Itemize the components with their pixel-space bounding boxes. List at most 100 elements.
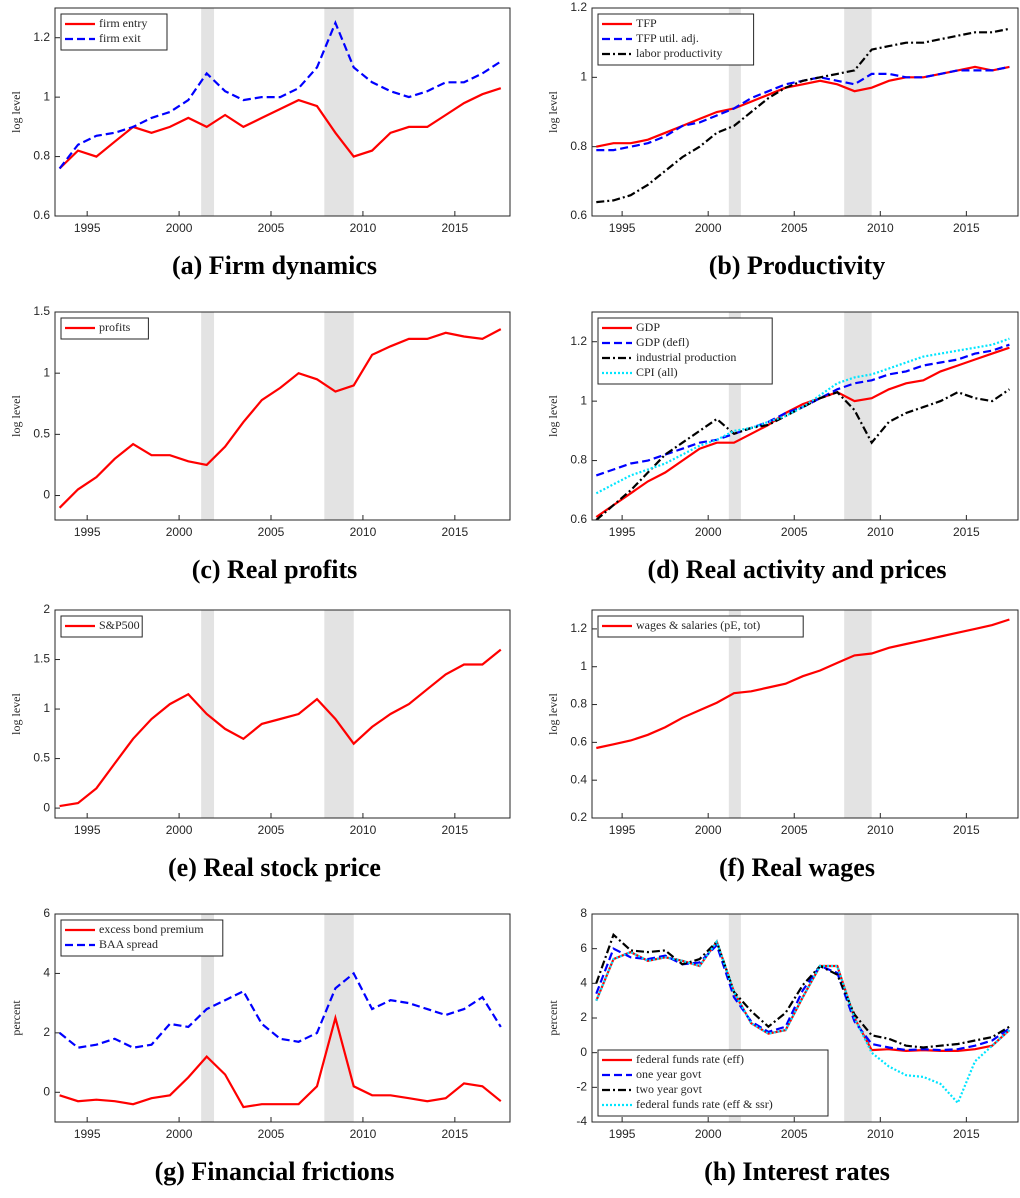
y-tick-label: 1.2 [570,0,587,14]
legend-box [60,13,168,51]
legend-label: S&P500 [99,618,140,632]
legend-label: firm entry [99,16,147,30]
caption: (e) Real stock price [168,853,381,882]
x-tick-label: 2000 [695,1127,722,1141]
y-tick-label: 4 [580,976,587,990]
legend-box [60,919,224,957]
y-tick-label: 0.8 [33,149,50,163]
x-tick-label: 2000 [166,823,193,837]
panel: 0 0.5 1 1.5 2 1995 2000 2005 2010 2015 log level S&… [9,602,511,882]
series-line [596,618,1010,750]
series-line [595,337,1010,495]
y-tick-label: 1.2 [570,621,587,635]
y-tick-label: 1 [43,701,50,715]
panel: 0 2 4 6 1995 2000 2005 2010 2015 percent excess bo… [9,906,511,1186]
y-tick-label: -2 [576,1080,587,1094]
legend-box [597,13,755,66]
panel: 0.6 0.8 1 1.2 1995 2000 2005 2010 2015 log level T… [546,0,1019,280]
y-tick-label: 1.2 [33,30,50,44]
legend-box [60,615,143,638]
x-tick-label: 2010 [867,823,894,837]
x-tick-label: 1995 [74,525,101,539]
caption: (b) Productivity [709,251,885,280]
legend-label: wages & salaries (pE, tot) [636,618,760,632]
y-axis-label: log level [546,693,560,735]
x-tick-label: 1995 [609,221,636,235]
y-tick-label: 1.5 [33,652,50,666]
panel: -4 -2 0 2 4 6 8 1995 2000 2005 2010 2015 percent fede… [546,906,1019,1186]
x-tick-label: 2005 [781,823,808,837]
series-line [595,388,1011,520]
x-tick-label: 2005 [781,221,808,235]
legend-box [60,317,149,340]
axes-box [54,913,511,1123]
legend-label: GDP [636,320,660,334]
x-tick-label: 1995 [609,1127,636,1141]
y-tick-label: 1.2 [570,334,587,348]
y-tick-label: 0.8 [570,697,587,711]
recession-band [324,914,354,1122]
series-line [58,20,502,170]
y-tick-label: 0 [43,488,50,502]
series-line [596,65,1010,152]
series-line [595,943,1011,1052]
x-tick-label: 2005 [258,221,285,235]
legend-label: federal funds rate (eff & ssr) [636,1097,773,1111]
series-line [58,971,502,1049]
caption: (g) Financial frictions [155,1157,395,1186]
caption: (d) Real activity and prices [648,555,947,584]
series-line [595,939,1011,1105]
y-tick-label: 1 [580,393,587,407]
x-tick-label: 1995 [74,1127,101,1141]
series-line [59,648,502,808]
series-line [58,328,502,509]
recession-band [324,312,354,520]
legend-label: two year govt [636,1082,703,1096]
y-tick-label: 0.8 [570,139,587,153]
y-tick-label: 0 [43,1084,50,1098]
y-tick-label: 0 [43,800,50,814]
y-tick-label: 2 [43,1025,50,1039]
x-tick-label: 2000 [166,1127,193,1141]
x-tick-label: 2010 [867,525,894,539]
axes-box [54,311,511,521]
axes-box [591,7,1019,217]
x-tick-label: 2015 [441,823,468,837]
axes-box [54,7,511,217]
recession-band [201,8,215,216]
legend-label: CPI (all) [636,365,678,379]
y-tick-label: 2 [580,1010,587,1024]
recession-band [201,312,215,520]
x-tick-label: 2005 [258,1127,285,1141]
legend-label: federal funds rate (eff) [636,1052,744,1066]
x-tick-label: 2015 [441,221,468,235]
x-tick-label: 2005 [781,1127,808,1141]
y-tick-label: 0.6 [570,208,587,222]
y-tick-label: 0.8 [570,453,587,467]
x-tick-label: 2010 [867,1127,894,1141]
series-line [595,932,1010,1049]
x-tick-label: 2005 [258,823,285,837]
y-tick-label: 0.2 [570,810,587,824]
caption: (f) Real wages [719,853,875,882]
y-axis-label: percent [9,1000,23,1036]
legend-label: TFP [636,16,657,30]
axes-box [591,913,1019,1123]
series-line [596,65,1010,148]
y-tick-label: 2 [43,602,50,616]
legend-box [597,1049,829,1117]
recession-band [201,914,215,1122]
panel: 0.2 0.4 0.6 0.8 1 1.2 1995 2000 2005 2010 2015 log … [546,609,1019,882]
x-tick-label: 2015 [441,1127,468,1141]
y-tick-label: -4 [576,1114,587,1128]
y-axis-label: log level [9,693,23,735]
axes-box [591,311,1019,521]
x-tick-label: 2015 [953,525,980,539]
x-tick-label: 2000 [166,221,193,235]
legend-label: profits [99,320,131,334]
legend-box [597,615,804,638]
y-tick-label: 6 [43,906,50,920]
y-axis-label: log level [546,395,560,437]
